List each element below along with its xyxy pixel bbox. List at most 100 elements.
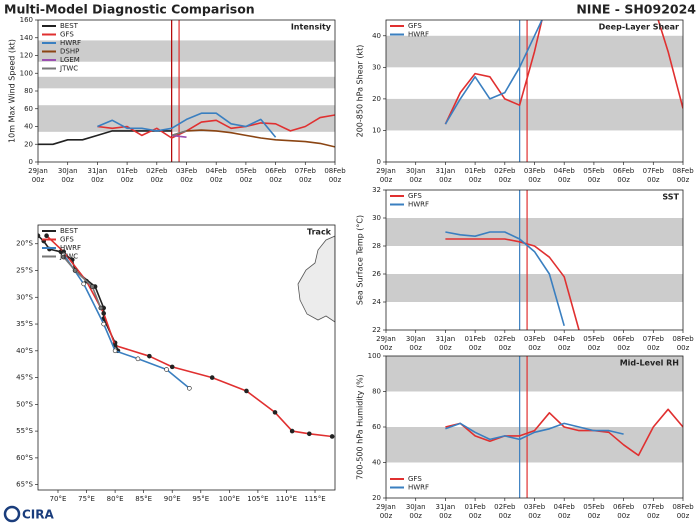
y-tick-label: 80 (24, 87, 33, 95)
x-tick-label: 95°E (192, 495, 209, 503)
series-line (171, 130, 187, 137)
y-tick-label: 120 (20, 52, 33, 60)
x-tick-label: 01Feb 00z (116, 167, 138, 184)
track-point (101, 311, 106, 316)
shade-band (38, 105, 335, 132)
track-point (89, 284, 95, 289)
plot-area (38, 20, 335, 162)
x-tick-label: 02Feb 00z (146, 167, 168, 184)
shade-band (386, 356, 683, 392)
track-point (112, 348, 118, 354)
plot-area (386, 190, 683, 330)
x-tick-label: 07Feb 00z (295, 167, 317, 184)
y-tick-label: 35°S (16, 320, 33, 328)
track-point (209, 375, 215, 380)
frame (37, 224, 336, 491)
x-tick-label: 31Jan 00z (88, 167, 108, 184)
track-point (289, 428, 295, 434)
y-tick-label: 30 (372, 63, 381, 71)
track-point (135, 356, 141, 362)
y-tick-label: 10 (372, 126, 381, 134)
x-tick-label: 07Feb 00z (643, 167, 665, 184)
legend-label: HWRF (408, 31, 429, 39)
x-tick-label: 30Jan 00z (406, 503, 426, 520)
legend-label: LGEM (60, 56, 80, 64)
track-point (101, 321, 106, 327)
legend-label: BEST (60, 227, 79, 235)
x-tick-label: 03Feb 00z (524, 503, 546, 520)
track-point (38, 233, 41, 239)
track-point (169, 364, 175, 370)
x-tick-label: 29Jan 00z (376, 503, 396, 520)
legend-label: DSHP (60, 48, 79, 56)
x-tick-label: 31Jan 00z (436, 167, 456, 184)
x-tick-label: 04Feb 00z (554, 335, 576, 352)
y-tick-label: 20 (372, 494, 381, 502)
y-tick-label: 22 (372, 326, 381, 334)
x-tick-label: 02Feb 00z (494, 167, 516, 184)
y-tick-label: 65°S (16, 481, 33, 489)
plot-area (386, 356, 683, 498)
panel-title: Track (307, 228, 332, 237)
y-tick-label: 20 (372, 95, 381, 103)
series-line (171, 134, 187, 138)
x-tick-label: 90°E (164, 495, 181, 503)
frame (385, 189, 684, 331)
x-tick-label: 30Jan 00z (406, 335, 426, 352)
x-tick-label: 03Feb 00z (176, 167, 198, 184)
y-tick-label: 140 (20, 34, 33, 42)
logo-icon (3, 505, 21, 523)
shade-band (386, 98, 683, 131)
y-axis-label: Sea Surface Temp (°C) (356, 215, 365, 305)
y-tick-label: 80 (372, 388, 381, 396)
legend-label: JTWC (59, 253, 78, 261)
legend-label: GFS (408, 192, 422, 200)
x-tick-label: 08Feb 00z (324, 167, 346, 184)
x-tick-label: 06Feb 00z (613, 335, 635, 352)
x-tick-label: 31Jan 00z (436, 503, 456, 520)
panel-title: Deep-Layer Shear (599, 23, 679, 32)
legend-label: HWRF (408, 484, 429, 492)
x-tick-label: 105°E (247, 495, 268, 503)
y-tick-label: 28 (372, 242, 381, 250)
y-tick-label: 32 (372, 186, 381, 194)
track-point (306, 431, 312, 437)
x-tick-label: 07Feb 00z (643, 335, 665, 352)
shade-band (386, 274, 683, 302)
plot-area (386, 20, 683, 162)
legend-label: HWRF (408, 201, 429, 209)
panel-title: SST (662, 193, 679, 202)
x-tick-label: 06Feb 00z (613, 167, 635, 184)
y-tick-label: 20 (24, 140, 33, 148)
x-tick-label: 07Feb 00z (643, 503, 665, 520)
series-line (445, 238, 580, 330)
legend-label: HWRF (60, 39, 81, 47)
x-tick-label: 05Feb 00z (583, 167, 605, 184)
x-tick-label: 30Jan 00z (58, 167, 78, 184)
y-tick-label: 40 (24, 123, 33, 131)
legend-label: BEST (60, 22, 79, 30)
y-tick-label: 60 (372, 423, 381, 431)
y-tick-label: 25°S (16, 267, 33, 275)
y-tick-label: 60°S (16, 454, 33, 462)
track-point (164, 367, 169, 372)
x-tick-label: 03Feb 00z (524, 167, 546, 184)
series-line (171, 129, 335, 148)
y-axis-label: 10m Max Wind Speed (kt) (8, 39, 17, 143)
storm-id: NINE - SH092024 (576, 2, 696, 17)
y-tick-label: 24 (372, 298, 381, 306)
x-tick-label: 01Feb 00z (464, 503, 486, 520)
x-tick-label: 01Feb 00z (464, 335, 486, 352)
track-point (329, 434, 335, 439)
track-point (81, 281, 86, 287)
y-tick-label: 45°S (16, 374, 33, 382)
x-tick-label: 02Feb 00z (494, 503, 516, 520)
x-tick-label: 29Jan 00z (376, 335, 396, 352)
x-tick-label: 03Feb 00z (524, 335, 546, 352)
x-tick-label: 70°E (50, 495, 67, 503)
series-line (46, 235, 333, 438)
series-line (444, 20, 683, 125)
y-tick-label: 40 (372, 32, 381, 40)
track-point (272, 410, 278, 415)
y-tick-label: 0 (377, 158, 381, 166)
